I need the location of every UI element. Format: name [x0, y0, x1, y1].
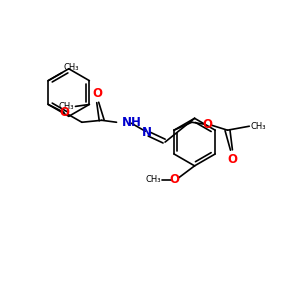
Text: O: O: [59, 106, 69, 119]
Text: O: O: [170, 173, 180, 186]
Text: CH₃: CH₃: [250, 122, 266, 131]
Text: O: O: [227, 153, 237, 166]
Text: N: N: [142, 126, 152, 139]
Text: O: O: [203, 118, 213, 131]
Text: CH₃: CH₃: [59, 102, 74, 111]
Text: CH₃: CH₃: [146, 175, 161, 184]
Text: NH: NH: [122, 116, 141, 129]
Text: CH₃: CH₃: [63, 63, 79, 72]
Text: O: O: [93, 88, 103, 100]
